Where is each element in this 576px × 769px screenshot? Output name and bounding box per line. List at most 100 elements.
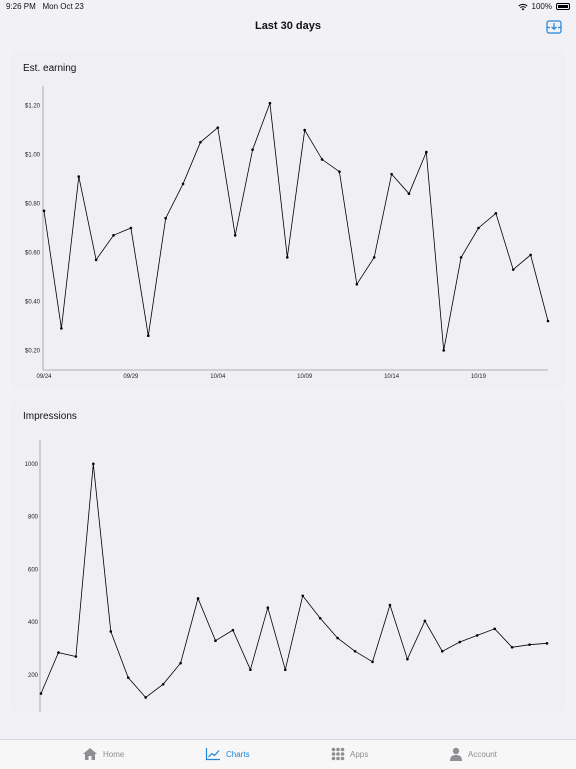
x-tick-label: 10/14: [384, 374, 400, 380]
y-tick-label: $0.40: [25, 299, 41, 305]
data-point: [353, 649, 357, 653]
data-point: [528, 643, 531, 646]
page-title: Last 30 days: [254, 20, 322, 32]
data-point: [336, 636, 339, 640]
data-point: [146, 334, 150, 338]
data-point: [39, 692, 43, 695]
data-point: [251, 148, 254, 151]
data-point: [458, 640, 462, 644]
y-tick-label: 200: [28, 673, 39, 679]
x-tick-label: 10/19: [471, 374, 487, 380]
chart-line-icon: [205, 748, 220, 761]
data-point: [390, 172, 393, 176]
data-point: [77, 175, 81, 178]
y-tick-label: $1.20: [25, 104, 41, 110]
tab-account-label: Account: [468, 749, 497, 759]
data-point: [407, 192, 411, 196]
data-point: [355, 283, 359, 286]
data-point: [475, 634, 479, 637]
data-point: [164, 216, 167, 220]
data-point: [266, 606, 270, 609]
data-point: [406, 657, 409, 661]
impressions-chart-card: Impressions 200 400 600 800 1000: [12, 400, 564, 712]
data-point: [442, 349, 446, 352]
data-point: [214, 639, 217, 642]
data-point: [286, 256, 289, 259]
data-point: [338, 170, 341, 173]
export-button[interactable]: [544, 17, 564, 37]
data-point: [57, 651, 60, 654]
tab-home-label: Home: [103, 749, 125, 759]
data-point: [196, 597, 200, 600]
tab-bar: Home Charts Apps Account: [0, 739, 576, 769]
y-tick-label: 600: [28, 567, 39, 573]
wifi-icon: [517, 3, 528, 10]
status-date: Mon Oct 23: [42, 2, 84, 11]
data-point: [510, 646, 514, 649]
x-tick-label: 10/09: [297, 374, 313, 380]
tab-charts[interactable]: Charts: [205, 747, 250, 761]
earning-chart-card: Est. earning $0.20 $0.40 $0.60 $0.80 $1.00 $1…: [12, 52, 564, 388]
tab-apps-label: Apps: [350, 749, 369, 759]
tab-home[interactable]: Home: [82, 747, 124, 761]
data-point: [42, 209, 46, 213]
data-point: [318, 616, 322, 620]
data-point: [216, 126, 220, 129]
data-point: [283, 668, 287, 672]
data-point: [301, 594, 305, 598]
data-point: [494, 212, 498, 215]
grid-icon: [331, 747, 345, 761]
earning-chart-title: Est. earning: [23, 63, 77, 74]
data-point: [268, 101, 272, 105]
data-point: [320, 158, 324, 161]
data-point: [425, 150, 428, 154]
data-point: [303, 128, 306, 132]
impressions-chart: 200 400 600 800 1000: [25, 440, 549, 712]
data-point: [231, 628, 235, 632]
x-tick-label: 09/29: [123, 374, 139, 380]
person-icon: [450, 747, 462, 761]
status-bar: 9:26 PM Mon Oct 23 100%: [0, 0, 576, 14]
download-tray-icon: [546, 20, 562, 34]
data-point: [423, 619, 427, 623]
data-point: [129, 226, 133, 230]
data-point: [459, 256, 463, 259]
status-time: 9:26 PM: [6, 2, 36, 11]
data-point: [441, 649, 444, 653]
y-tick-label: 1000: [25, 462, 39, 468]
data-point: [179, 661, 182, 665]
battery-icon: [556, 3, 570, 10]
data-point: [371, 660, 374, 664]
data-point: [233, 234, 237, 237]
data-point: [92, 462, 95, 466]
y-tick-label: 800: [28, 515, 39, 521]
impressions-chart-title: Impressions: [23, 411, 77, 422]
data-point: [181, 182, 185, 186]
y-tick-label: $1.00: [25, 153, 41, 159]
data-point: [144, 696, 147, 699]
series-line: [43, 102, 549, 351]
tab-apps[interactable]: Apps: [331, 747, 368, 761]
house-icon: [83, 748, 97, 760]
data-point: [126, 676, 130, 679]
x-tick-label: 09/24: [36, 374, 52, 380]
data-point: [511, 268, 515, 271]
x-tick-label: 10/04: [210, 374, 226, 380]
data-point: [112, 234, 115, 237]
data-point: [199, 141, 202, 144]
data-point: [372, 256, 376, 259]
data-point: [546, 319, 550, 323]
data-point: [249, 668, 252, 672]
data-point: [74, 655, 78, 658]
data-point: [94, 258, 98, 262]
navigation-bar: Last 30 days: [0, 14, 576, 42]
y-tick-label: 400: [28, 620, 39, 626]
y-tick-label: $0.20: [25, 348, 41, 354]
battery-percent: 100%: [531, 2, 552, 11]
tab-account[interactable]: Account: [449, 747, 497, 761]
earning-chart: $0.20 $0.40 $0.60 $0.80 $1.00 $1.20 09/24 09/29…: [25, 86, 550, 380]
series-line: [40, 463, 548, 699]
data-point: [545, 642, 549, 645]
y-tick-label: $0.60: [25, 250, 41, 256]
data-point: [388, 603, 392, 607]
